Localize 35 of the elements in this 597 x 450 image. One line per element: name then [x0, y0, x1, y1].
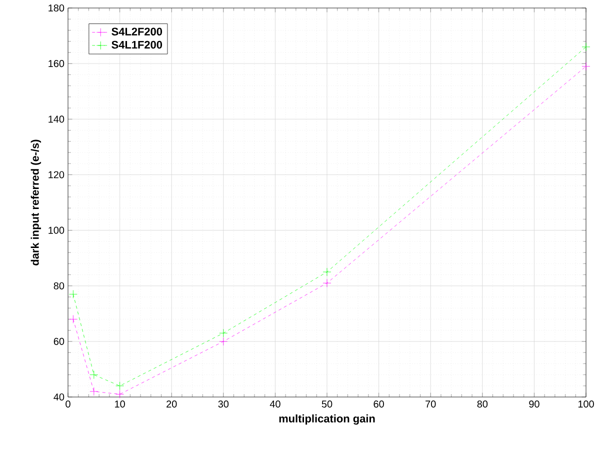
x-tick-label: 10 — [115, 400, 125, 408]
point — [90, 387, 98, 396]
point — [219, 328, 228, 338]
y-tick-label: 140 — [48, 116, 64, 123]
x-tick-label: 40 — [270, 400, 280, 408]
legend-label: S4L1F200 — [112, 40, 162, 49]
point — [116, 382, 124, 390]
point — [322, 268, 332, 276]
y-tick-label: 160 — [48, 60, 64, 68]
point — [322, 278, 332, 288]
y-tick-label: 180 — [48, 4, 64, 12]
x-axis-title: multiplication gain — [279, 414, 375, 425]
point — [68, 290, 78, 298]
y-tick-label: 100 — [48, 226, 64, 234]
x-tick-label: 20 — [166, 400, 177, 408]
point — [68, 315, 78, 324]
y-tick-label: 40 — [54, 393, 64, 401]
point — [582, 42, 590, 52]
x-tick-label: 70 — [426, 400, 436, 408]
point — [90, 370, 98, 379]
x-tick-label: 30 — [218, 400, 229, 408]
y-tick-label: 60 — [54, 338, 64, 345]
y-tick-label: 80 — [54, 282, 64, 290]
x-tick-label: 60 — [374, 400, 384, 408]
y-tick-label: 120 — [48, 171, 64, 178]
x-tick-label: 0 — [66, 400, 70, 408]
point — [582, 62, 590, 71]
legend-label: S4L2F200 — [112, 28, 162, 36]
point — [116, 390, 124, 398]
point — [219, 337, 228, 346]
x-tick-label: 90 — [529, 400, 540, 408]
y-axis-title: dark input referred (e-/s) — [30, 140, 42, 266]
x-tick-label: 50 — [322, 400, 332, 408]
x-tick-label: 80 — [477, 400, 488, 408]
x-tick-label: 100 — [578, 400, 594, 408]
